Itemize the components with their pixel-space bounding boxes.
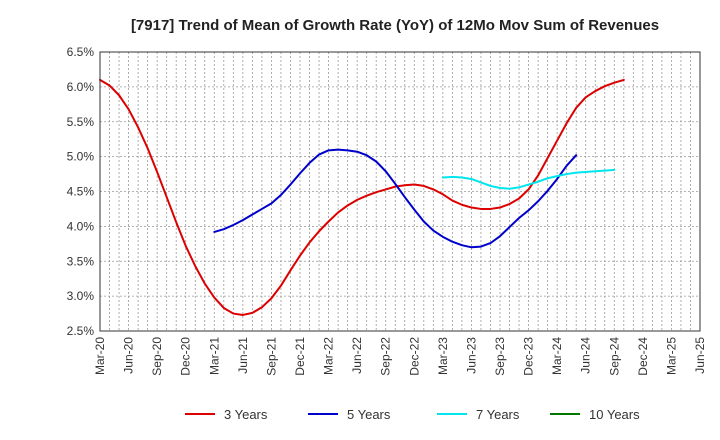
series-line-5-years	[213, 148, 578, 249]
x-tick-label: Mar-24	[550, 337, 564, 375]
x-tick-label: Sep-24	[607, 337, 621, 376]
x-tick-label: Dec-20	[179, 337, 193, 376]
series-line-3-years	[99, 78, 625, 316]
x-tick-label: Dec-24	[636, 337, 650, 376]
y-tick-label: 3.0%	[67, 289, 95, 303]
y-tick-label: 3.5%	[67, 254, 95, 268]
x-axis: Mar-20 Jun-20 Sep-20 Dec-20 Mar-21 Jun-21 Sep-…	[93, 337, 707, 376]
x-tick-label: Mar-22	[322, 337, 336, 375]
y-tick-label: 4.5%	[67, 185, 95, 199]
x-tick-label: Dec-21	[293, 337, 307, 376]
x-tick-label: Jun-23	[464, 337, 478, 374]
series-line-7-years	[441, 168, 616, 190]
y-tick-label: 6.5%	[67, 45, 95, 59]
x-tick-label: Mar-23	[436, 337, 450, 375]
chart-title: [7917] Trend of Mean of Growth Rate (YoY…	[131, 17, 659, 34]
x-tick-label: Mar-21	[207, 337, 221, 375]
y-tick-label: 5.5%	[67, 115, 95, 129]
legend: 3 Years 5 Years 7 Years 10 Years	[185, 407, 640, 422]
x-tick-label: Sep-20	[150, 337, 164, 376]
x-tick-label: Dec-22	[407, 337, 421, 376]
y-tick-label: 4.0%	[67, 219, 95, 233]
x-tick-label: Jun-24	[579, 337, 593, 374]
x-tick-label: Sep-23	[493, 337, 507, 376]
legend-label-10-years: 10 Years	[589, 407, 640, 422]
legend-label-3-years: 3 Years	[224, 407, 268, 422]
x-tick-label: Mar-25	[664, 337, 678, 375]
x-tick-label: Sep-21	[264, 337, 278, 376]
x-tick-label: Jun-20	[122, 337, 136, 374]
x-tick-label: Mar-20	[93, 337, 107, 375]
x-tick-label: Jun-22	[350, 337, 364, 374]
y-tick-label: 6.0%	[67, 80, 95, 94]
series-layer	[99, 78, 625, 316]
legend-label-5-years: 5 Years	[347, 407, 391, 422]
y-tick-label: 2.5%	[67, 324, 95, 338]
x-tick-label: Dec-23	[522, 337, 536, 376]
y-tick-label: 5.0%	[67, 150, 95, 164]
y-axis: 2.5% 3.0% 3.5% 4.0% 4.5% 5.0% 5.5% 6.0% 6.5%	[67, 45, 95, 338]
plot-frame	[99, 51, 701, 332]
x-tick-label: Jun-21	[236, 337, 250, 374]
x-tick-label: Jun-25	[693, 337, 707, 374]
legend-label-7-years: 7 Years	[476, 407, 520, 422]
x-tick-label: Sep-22	[379, 337, 393, 376]
